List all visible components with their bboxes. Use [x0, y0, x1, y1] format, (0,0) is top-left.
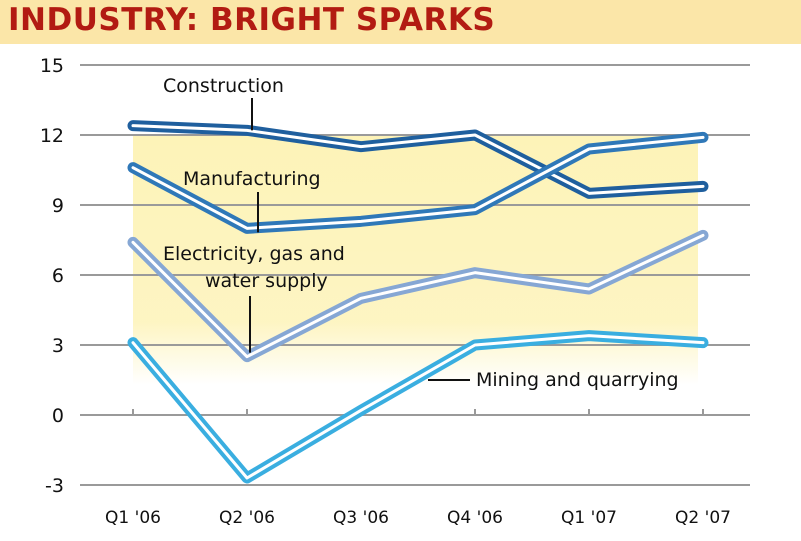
series-line-core-3: [131, 233, 705, 359]
series-line-core-4: [131, 334, 705, 480]
y-tick-label: 12: [40, 125, 64, 147]
series-line-core-1: [131, 124, 705, 195]
x-tick-label: Q4 '06: [447, 508, 503, 528]
series-line-core-2: [131, 135, 705, 230]
x-tick-label: Q1 '07: [561, 508, 617, 528]
y-tick-label: 6: [52, 265, 64, 287]
series-label-construction: Construction: [163, 75, 284, 97]
y-tick-label: -3: [45, 475, 64, 497]
x-tick-label: Q3 '06: [333, 508, 389, 528]
y-tick-label: 0: [52, 405, 64, 427]
x-tick-label: Q1 '06: [105, 508, 161, 528]
series-label-mining: Mining and quarrying: [476, 369, 679, 391]
y-tick-label: 15: [40, 55, 64, 77]
y-tick-label: 9: [52, 195, 64, 217]
series-label-electricity-line1: Electricity, gas and: [163, 243, 345, 265]
y-tick-label: 3: [52, 335, 64, 357]
series-label-electricity-line2: water supply: [205, 270, 328, 292]
series-label-manufacturing: Manufacturing: [183, 168, 321, 190]
x-tick-label: Q2 '06: [219, 508, 275, 528]
title-band: [0, 0, 801, 44]
x-tick-label: Q2 '07: [675, 508, 731, 528]
chart-title: INDUSTRY: BRIGHT SPARKS: [8, 2, 496, 38]
